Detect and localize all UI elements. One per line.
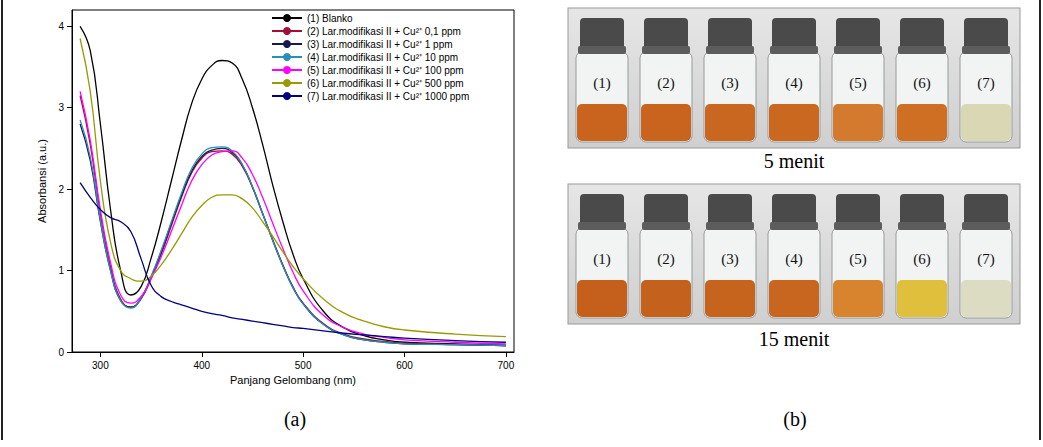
- svg-text:3: 3: [58, 102, 64, 113]
- svg-text:1: 1: [58, 265, 64, 276]
- svg-text:(3): (3): [721, 75, 739, 92]
- svg-text:(4): (4): [785, 75, 803, 92]
- html-text:(b): (b): [783, 408, 807, 430]
- svg-text:600: 600: [396, 360, 413, 371]
- svg-text:(6): (6): [913, 75, 931, 92]
- html-text:5 menit: 5 menit: [763, 150, 825, 172]
- svg-text:(3) Lar.modifikasi II + Cu²⁺ 1: (3) Lar.modifikasi II + Cu²⁺ 1 ppm: [307, 39, 453, 50]
- svg-text:0: 0: [58, 347, 64, 358]
- svg-text:(7): (7): [977, 251, 995, 268]
- svg-text:Absorbansi (a.u.): Absorbansi (a.u.): [36, 139, 48, 223]
- svg-text:(1) Blanko: (1) Blanko: [307, 13, 353, 24]
- svg-text:(4) Lar.modifikasi II + Cu²⁺ 1: (4) Lar.modifikasi II + Cu²⁺ 10 ppm: [307, 52, 458, 63]
- svg-text:700: 700: [498, 360, 515, 371]
- svg-text:(3): (3): [721, 251, 739, 268]
- svg-text:(2): (2): [657, 75, 675, 92]
- svg-text:(2): (2): [657, 251, 675, 268]
- svg-text:(5) Lar.modifikasi II + Cu²⁺ 1: (5) Lar.modifikasi II + Cu²⁺ 100 ppm: [307, 65, 464, 76]
- svg-text:(2) Lar.modifikasi II + Cu²⁺ 0: (2) Lar.modifikasi II + Cu²⁺ 0,1 ppm: [307, 26, 461, 37]
- svg-text:(5): (5): [849, 251, 867, 268]
- svg-text:(4): (4): [785, 251, 803, 268]
- svg-text:400: 400: [193, 360, 210, 371]
- svg-text:(6): (6): [913, 251, 931, 268]
- svg-text:(7) Lar.modifikasi II + Cu²⁺ 1: (7) Lar.modifikasi II + Cu²⁺ 1000 ppm: [307, 91, 469, 102]
- svg-text:(1): (1): [593, 251, 611, 268]
- svg-text:(1): (1): [593, 75, 611, 92]
- svg-text:300: 300: [92, 360, 109, 371]
- svg-text:(6) Lar.modifikasi II + Cu²⁺ 5: (6) Lar.modifikasi II + Cu²⁺ 500 ppm: [307, 78, 464, 89]
- svg-text:Panjang Gelombang (nm): Panjang Gelombang (nm): [230, 374, 356, 386]
- svg-text:4: 4: [58, 21, 64, 32]
- html-text:15 menit: 15 menit: [758, 328, 830, 350]
- svg-text:(7): (7): [977, 75, 995, 92]
- html-text:(a): (a): [283, 408, 307, 430]
- svg-text:(5): (5): [849, 75, 867, 92]
- svg-text:500: 500: [295, 360, 312, 371]
- svg-text:2: 2: [58, 184, 64, 195]
